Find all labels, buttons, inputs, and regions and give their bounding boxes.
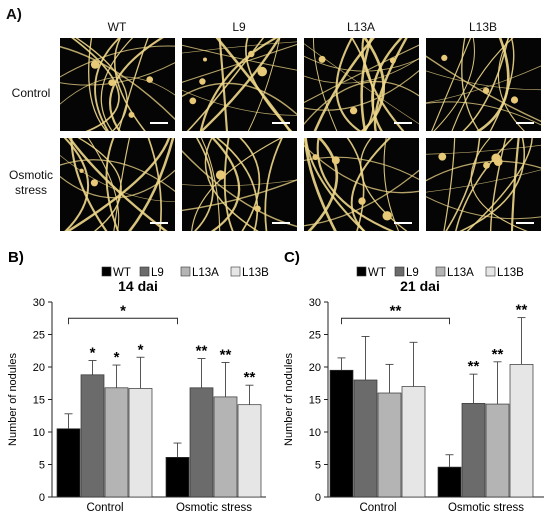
chart-0-legend-label-3: L13B [242, 267, 269, 279]
chart-1-bar-l9-0 [353, 379, 378, 498]
chart-1-comparison-bracket [341, 317, 450, 325]
chart-0-significance-l9-1: ** [196, 343, 208, 360]
chart-0-bar-l9-1 [189, 387, 214, 498]
chart-0-legend-swatch-0 [101, 266, 112, 277]
chart-1-y-tick-label-0: 0 [315, 492, 321, 504]
chart-0-y-tick-label-0: 0 [39, 492, 45, 504]
row-label-osmotic-stress: Osmotic stress [4, 168, 58, 198]
column-label-l13a: L13A [346, 20, 376, 34]
root-photo-l13b-osmotic-stress [426, 138, 541, 231]
chart-0-legend-swatch-3 [230, 266, 241, 277]
chart-1-y-axis-label: Number of nodules [283, 353, 295, 446]
chart-1-legend-label-2: L13A [447, 267, 474, 279]
root-photo-l13b-control [426, 38, 541, 131]
row-label-osmotic-line-2: stress [14, 183, 47, 197]
column-label-l9: L9 [232, 20, 246, 34]
root-photo-wt-osmotic-stress [60, 138, 175, 231]
chart-1-bar-wt-0 [329, 369, 354, 498]
chart-0-bar-l13b-0 [128, 388, 153, 498]
chart-1-significance-l13b-1: ** [516, 302, 528, 319]
chart-1-y-tick-label-3: 15 [309, 395, 321, 407]
root-photo-l9-osmotic-stress [182, 138, 297, 231]
chart-0-legend-label-2: L13A [192, 267, 219, 279]
chart-0-y-tick-label-4: 20 [33, 362, 45, 374]
chart-0-comparison-bracket-label: * [120, 302, 126, 319]
chart-0-bar-wt-1 [165, 457, 190, 498]
chart-1-legend-label-3: L13B [497, 267, 524, 279]
chart-0-y-tick-label-5: 25 [33, 330, 45, 342]
chart-1-x-category-label-0: Control [359, 502, 396, 514]
chart-1-bar-l9-1 [461, 403, 486, 498]
chart-0-bar-l13a-1 [213, 396, 238, 498]
chart-1-y-tick-label-4: 20 [309, 362, 321, 374]
chart-0-legend-label-0: WT [113, 267, 131, 279]
root-photo-l13a-control [304, 38, 419, 131]
chart-0-legend-label-1: L9 [151, 267, 164, 279]
chart-1-bar-wt-1 [437, 466, 462, 498]
row-label-osmotic-line-1: Osmotic [8, 168, 53, 182]
chart-1-legend-label-0: WT [368, 267, 386, 279]
chart-1-bar-l13a-0 [377, 392, 402, 498]
root-photo-l13a-osmotic-stress [304, 138, 419, 231]
chart-1-legend-swatch-3 [485, 266, 496, 277]
chart-0-panel-label: B) [8, 249, 24, 266]
chart-1-x-category-label-1: Osmotic stress [448, 502, 524, 514]
column-label-wt: WT [107, 20, 127, 34]
chart-0-bar-wt-0 [56, 428, 81, 498]
row-label-control: Control [4, 86, 58, 101]
chart-1-y-tick-label-6: 30 [309, 297, 321, 309]
chart-1-legend-swatch-0 [356, 266, 367, 277]
chart-0-significance-l9-0: * [90, 345, 96, 362]
chart-1-panel-label: C) [284, 249, 300, 266]
root-photo-wt-control [60, 38, 175, 131]
chart-0-significance-l13a-1: ** [220, 346, 232, 363]
chart-0-x-category-label-1: Osmotic stress [176, 502, 252, 514]
chart-1-significance-l9-1: ** [468, 358, 480, 375]
chart-0-y-tick-label-3: 15 [33, 395, 45, 407]
chart-0-title: 14 dai [118, 278, 158, 294]
chart-1-bar-l13b-1 [509, 364, 534, 498]
chart-0-comparison-bracket [68, 317, 178, 325]
chart-1-legend-swatch-2 [435, 266, 446, 277]
column-label-l13b: L13B [468, 20, 498, 34]
chart-1-legend-swatch-1 [394, 266, 405, 277]
chart-0-bar-l9-0 [80, 374, 105, 498]
chart-1-bar-l13b-0 [401, 386, 426, 498]
chart-0-y-tick-label-2: 10 [33, 427, 45, 439]
chart-1-bar-l13a-1 [485, 403, 510, 498]
row-label-control-line: Control [11, 86, 51, 100]
chart-0-y-tick-label-6: 30 [33, 297, 45, 309]
chart-1-y-tick-label-2: 10 [309, 427, 321, 439]
chart-1-y-tick-label-5: 25 [309, 330, 321, 342]
chart-0-bar-l13a-0 [104, 387, 129, 498]
chart-0-y-axis-label: Number of nodules [7, 353, 19, 446]
chart-1-legend-label-1: L9 [406, 267, 419, 279]
chart-0-significance-l13b-1: ** [244, 369, 256, 386]
chart-0-significance-l13b-0: * [138, 341, 144, 358]
chart-0-bar-l13b-1 [237, 404, 262, 498]
chart-0-significance-l13a-0: * [114, 349, 120, 366]
chart-0-legend-swatch-1 [139, 266, 150, 277]
chart-1-y-tick-label-1: 5 [315, 460, 321, 472]
chart-0-y-tick-label-1: 5 [39, 460, 45, 472]
root-photo-l9-control [182, 38, 297, 131]
chart-0-x-category-label-0: Control [86, 502, 123, 514]
panel-a-label: A) [6, 6, 22, 23]
chart-1-title: 21 dai [400, 278, 440, 294]
chart-1-comparison-bracket-label: ** [390, 302, 402, 319]
chart-0-legend-swatch-2 [180, 266, 191, 277]
chart-1-significance-l13a-1: ** [492, 346, 504, 363]
